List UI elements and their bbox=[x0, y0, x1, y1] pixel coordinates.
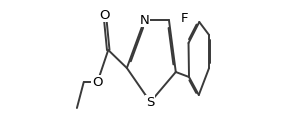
Text: O: O bbox=[92, 75, 103, 88]
Text: N: N bbox=[140, 13, 149, 26]
Text: O: O bbox=[100, 9, 110, 22]
Text: S: S bbox=[146, 95, 154, 108]
Text: F: F bbox=[181, 11, 188, 24]
